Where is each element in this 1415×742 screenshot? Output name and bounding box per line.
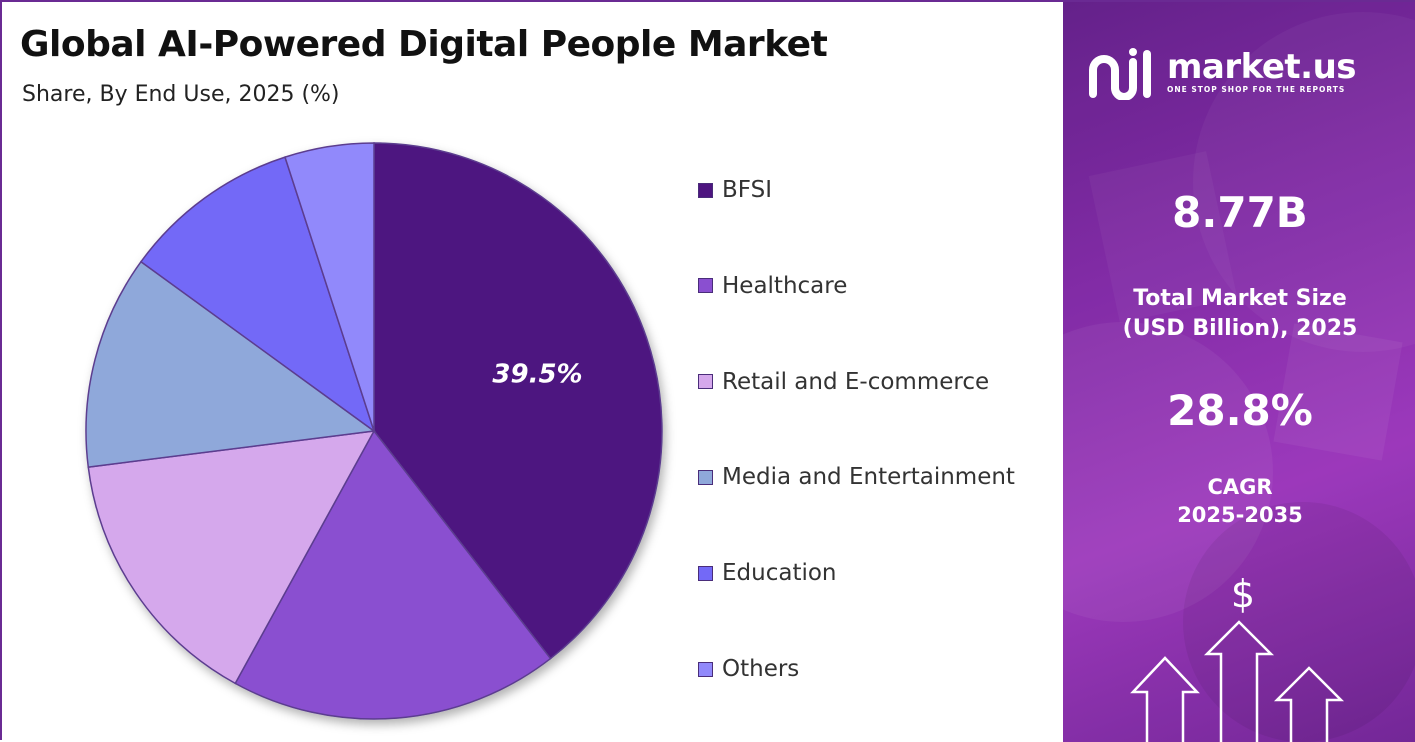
legend-label: Media and Entertainment	[722, 464, 1015, 491]
legend-swatch	[698, 565, 713, 581]
pie-chart: 39.5%	[85, 142, 663, 720]
cagr-label-line2: 2025-2035	[1177, 503, 1303, 527]
chart-title: Global AI-Powered Digital People Market	[20, 24, 828, 65]
summary-panel: market.us ONE STOP SHOP FOR THE REPORTS …	[1063, 2, 1415, 742]
market-size-value: 8.77B	[1172, 188, 1308, 237]
pie-slice-education	[139, 156, 376, 433]
market-size-label-line1: Total Market Size	[1133, 286, 1347, 311]
pie-slice-bfsi	[373, 142, 663, 660]
chart-panel: Global AI-Powered Digital People Market …	[2, 2, 1063, 742]
legend-label: Education	[722, 560, 837, 587]
legend-swatch	[698, 661, 713, 677]
cagr-value: 28.8%	[1167, 386, 1313, 435]
growth-arrows-icon	[1130, 620, 1345, 742]
legend-label: Others	[722, 656, 800, 682]
legend-item-education: Education	[698, 553, 837, 593]
market-us-logo-icon	[1089, 48, 1151, 100]
chart-subtitle: Share, By End Use, 2025 (%)	[22, 82, 340, 107]
legend-item-bfsi: BFSI	[698, 170, 772, 210]
pie-slice-others	[284, 142, 375, 432]
brand-tagline: ONE STOP SHOP FOR THE REPORTS	[1167, 85, 1346, 94]
legend-item-retail-and-e-commerce: Retail and E-commerce	[698, 362, 989, 402]
legend-label: Healthcare	[722, 272, 848, 299]
legend-item-media-and-entertainment: Media and Entertainment	[698, 457, 1015, 497]
market-size-label-line2: (USD Billion), 2025	[1122, 316, 1358, 341]
legend-item-others: Others	[698, 649, 799, 689]
background-decoration	[1063, 2, 1415, 742]
legend-swatch	[698, 182, 713, 198]
data-label-bfsi: 39.5%	[492, 360, 582, 390]
cagr-label-line1: CAGR	[1207, 475, 1273, 499]
legend-item-healthcare: Healthcare	[698, 266, 847, 306]
legend-swatch	[698, 374, 713, 390]
pie-slice-retail-and-e-commerce	[87, 430, 376, 685]
brand-name: market.us	[1167, 47, 1357, 87]
legend-swatch	[698, 278, 713, 294]
legend-label: BFSI	[722, 177, 772, 203]
legend-label: Retail and E-commerce	[722, 368, 990, 395]
pie-slice-media-and-entertainment	[85, 260, 376, 468]
pie-slice-healthcare	[234, 429, 552, 720]
brand-logo: market.us ONE STOP SHOP FOR THE REPORTS	[1087, 44, 1357, 100]
dollar-icon: $	[1230, 572, 1256, 616]
legend-swatch	[698, 469, 713, 485]
